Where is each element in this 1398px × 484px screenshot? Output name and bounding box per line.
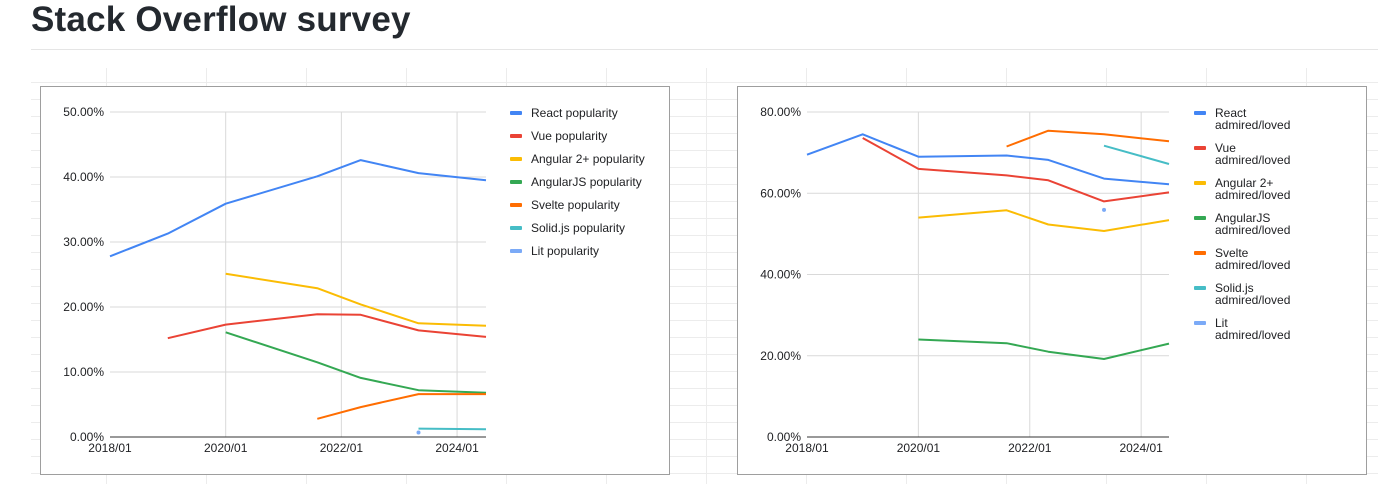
legend-label-angular-2-popularity[interactable]: Angular 2+ popularity <box>531 152 645 166</box>
y-tick-label: 10.00% <box>63 365 104 379</box>
legend-swatch-solid-js-popularity <box>510 226 522 230</box>
page-title: Stack Overflow survey <box>31 0 411 39</box>
admired-chart-svg: 0.00% 20.00% 40.00% 60.00% 80.00% 2018/01 2020… <box>760 105 1290 455</box>
series-line-angular-2-popularity[interactable] <box>225 272 487 327</box>
series-line-react-admired-loved[interactable] <box>806 133 1170 186</box>
legend-swatch-vue-admired-loved <box>1194 146 1206 150</box>
legend-swatch-lit-popularity <box>510 249 522 253</box>
legend-swatch-angularjs-admired-loved <box>1194 216 1206 220</box>
legend-swatch-svelte-admired-loved <box>1194 251 1206 255</box>
legend-swatch-vue-popularity <box>510 134 522 138</box>
x-tick-label: 2024/01 <box>1119 441 1163 455</box>
y-tick-label: 30.00% <box>63 235 104 249</box>
popularity-chart-svg: 0.00% 10.00% 20.00% 30.00% 40.00% 50.00% 2018/… <box>63 105 645 455</box>
legend-swatch-react-popularity <box>510 111 522 115</box>
series-point-lit-admired-loved[interactable] <box>1102 207 1107 212</box>
legend-swatch-angular-2-popularity <box>510 157 522 161</box>
legend-label-react-admired-loved[interactable]: React admired/loved <box>1215 106 1290 132</box>
legend-swatch-react-admired-loved <box>1194 111 1206 115</box>
x-tick-label: 2022/01 <box>1008 441 1052 455</box>
popularity-chart[interactable]: 0.00% 10.00% 20.00% 30.00% 40.00% 50.00% 2018/… <box>40 86 670 475</box>
legend-label-solid-js-popularity[interactable]: Solid.js popularity <box>531 221 625 235</box>
x-tick-label: 2018/01 <box>785 441 829 455</box>
legend-label-react-popularity[interactable]: React popularity <box>531 106 618 120</box>
series-line-angularjs-admired-loved[interactable] <box>918 338 1170 360</box>
series-line-vue-admired-loved[interactable] <box>862 137 1170 203</box>
legend-swatch-svelte-popularity <box>510 203 522 207</box>
y-tick-label: 0.00% <box>767 430 801 444</box>
series-line-angular-2-admired-loved[interactable] <box>918 209 1170 232</box>
series-line-svelte-admired-loved[interactable] <box>1006 129 1170 148</box>
admired-chart[interactable]: 0.00% 20.00% 40.00% 60.00% 80.00% 2018/01 2020… <box>737 86 1367 475</box>
series-line-react-popularity[interactable] <box>109 159 487 258</box>
legend-label-angularjs-admired-loved[interactable]: AngularJS admired/loved <box>1215 211 1290 237</box>
legend-label-svelte-admired-loved[interactable]: Svelte admired/loved <box>1215 246 1290 272</box>
legend-swatch-angular-2-admired-loved <box>1194 181 1206 185</box>
x-tick-label: 2020/01 <box>204 441 248 455</box>
legend-label-solid-js-admired-loved[interactable]: Solid.js admired/loved <box>1215 281 1290 307</box>
legend-label-vue-popularity[interactable]: Vue popularity <box>531 129 607 143</box>
legend-swatch-lit-admired-loved <box>1194 321 1206 325</box>
title-divider <box>31 49 1378 50</box>
x-tick-label: 2018/01 <box>88 441 132 455</box>
y-tick-label: 50.00% <box>63 105 104 119</box>
legend-label-svelte-popularity[interactable]: Svelte popularity <box>531 198 620 212</box>
legend-label-vue-admired-loved[interactable]: Vue admired/loved <box>1215 141 1290 167</box>
series-line-solid-js-popularity[interactable] <box>418 427 487 431</box>
series-line-vue-popularity[interactable] <box>167 313 487 340</box>
y-tick-label: 0.00% <box>70 430 104 444</box>
x-tick-label: 2020/01 <box>897 441 941 455</box>
series-line-angularjs-popularity[interactable] <box>225 331 487 394</box>
y-tick-label: 40.00% <box>63 170 104 184</box>
series-line-svelte-popularity[interactable] <box>317 393 486 420</box>
legend-label-angular-2-admired-loved[interactable]: Angular 2+ admired/loved <box>1215 176 1290 202</box>
y-tick-label: 60.00% <box>760 186 801 200</box>
x-tick-label: 2022/01 <box>320 441 364 455</box>
y-tick-label: 80.00% <box>760 105 801 119</box>
legend-swatch-solid-js-admired-loved <box>1194 286 1206 290</box>
x-tick-label: 2024/01 <box>435 441 479 455</box>
legend-label-lit-popularity[interactable]: Lit popularity <box>531 244 599 258</box>
series-line-solid-js-admired-loved[interactable] <box>1103 144 1170 165</box>
legend-swatch-angularjs-popularity <box>510 180 522 184</box>
legend-label-angularjs-popularity[interactable]: AngularJS popularity <box>531 175 642 189</box>
y-tick-label: 40.00% <box>760 268 801 282</box>
y-tick-label: 20.00% <box>760 349 801 363</box>
series-point-lit-popularity[interactable] <box>416 430 421 435</box>
legend-label-lit-admired-loved[interactable]: Lit admired/loved <box>1215 316 1290 342</box>
y-tick-label: 20.00% <box>63 300 104 314</box>
